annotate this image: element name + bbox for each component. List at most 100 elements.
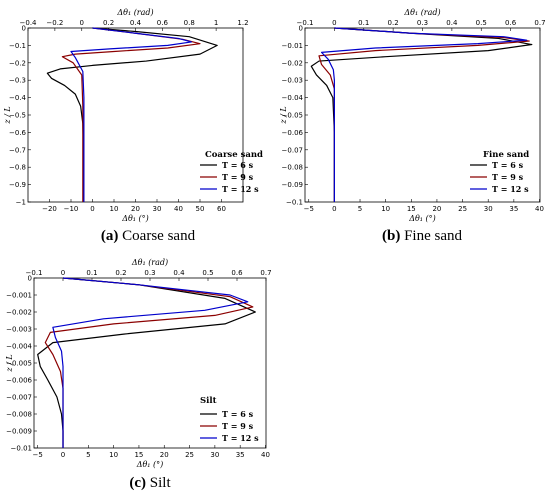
y-tick-label: −0.1 <box>9 42 26 50</box>
x2-tick-label: 0.3 <box>417 19 428 27</box>
y-tick-label: −0.009 <box>6 428 32 436</box>
x-tick-label: 20 <box>160 451 169 459</box>
y-tick-label: −1 <box>16 199 26 207</box>
y-tick-label: −0.7 <box>9 146 26 154</box>
x2-tick-label: 0.2 <box>103 19 114 27</box>
x-tick-label: 30 <box>210 451 219 459</box>
x2-tick-label: 0.5 <box>202 269 213 277</box>
x2-tick-label: 0.6 <box>231 269 243 277</box>
x-tick-label: 0 <box>332 205 336 213</box>
y-tick-label: −0.3 <box>9 77 26 85</box>
x2-tick-label: 0.4 <box>173 269 185 277</box>
x-tick-label: 30 <box>153 205 162 213</box>
x-tick-label: 15 <box>407 205 416 213</box>
series-line-3 <box>52 277 249 448</box>
x-axis-label: Δθ₁ (°) <box>136 460 164 469</box>
x-tick-label: 5 <box>86 451 90 459</box>
x-tick-label: 0 <box>61 451 65 459</box>
series-line-2 <box>61 27 201 202</box>
y-tick-label: −0.003 <box>6 326 32 334</box>
caption-text: Fine sand <box>404 228 462 244</box>
x2-tick-label: 1 <box>214 19 218 27</box>
y-tick-label: −0.6 <box>9 129 27 137</box>
x2-tick-label: 1.2 <box>237 19 248 27</box>
x2-tick-label: 0.1 <box>86 269 97 277</box>
y-tick-label: −0.002 <box>6 309 32 317</box>
y-tick-label: −0.2 <box>9 59 26 67</box>
y-tick-label: −0.006 <box>6 377 32 385</box>
x2-tick-label: 0.7 <box>534 19 545 27</box>
x2-tick-label: −0.1 <box>297 19 314 27</box>
x2-tick-label: 0 <box>80 19 84 27</box>
y-tick-label: −0.02 <box>282 59 303 67</box>
y-tick-label: −0.05 <box>282 112 303 120</box>
x2-tick-label: −0.2 <box>46 19 63 27</box>
series-line-2 <box>44 277 254 448</box>
y-tick-label: −0.01 <box>11 445 32 453</box>
caption-tag: (a) <box>101 228 122 244</box>
x2-tick-label: 0 <box>61 269 65 277</box>
x-tick-label: 20 <box>131 205 140 213</box>
x2-tick-label: 0.1 <box>358 19 369 27</box>
x2-tick-label: 0 <box>332 19 336 27</box>
y-tick-label: −0.01 <box>282 42 303 50</box>
soil-label: Silt <box>200 396 217 406</box>
y-tick-label: −0.03 <box>282 77 303 85</box>
x-tick-label: 35 <box>236 451 245 459</box>
legend-label: T = 9 s <box>492 172 524 182</box>
series-line-1 <box>310 27 533 202</box>
x-tick-label: 25 <box>458 205 467 213</box>
x2-axis-label: Δθ₁ (rad) <box>403 8 440 17</box>
x-tick-label: 0 <box>90 205 94 213</box>
plot-frame <box>27 27 244 203</box>
y-tick-label: −0.4 <box>9 94 27 102</box>
x-tick-label: 50 <box>196 205 205 213</box>
legend: T = 6 s T = 9 s T = 12 s <box>200 160 259 194</box>
y-tick-label: −0.007 <box>6 394 32 402</box>
y-tick-label: −0.004 <box>6 343 32 351</box>
x-axis-label: Δθ₁ (°) <box>408 214 436 223</box>
chart-panel-2: −5 0 5 10 15 20 25 30 35 40−0.1 0 0.1 0.2 0.3 0.4 0.5 0.… <box>279 8 546 244</box>
x-tick-label: 40 <box>174 205 183 213</box>
x2-tick-label: 0.4 <box>130 19 142 27</box>
legend-label: T = 12 s <box>222 433 259 443</box>
x2-tick-label: 0.2 <box>115 269 126 277</box>
chart-panel-1: −20 −10 0 10 20 30 40 50 60−0.4 −0.2 0 0.2 0.4 0.6 0.8… <box>3 8 263 244</box>
y-tick-label: 0 <box>22 25 26 33</box>
y-tick-label: −0.9 <box>9 181 26 189</box>
y-tick-label: −0.09 <box>282 181 303 189</box>
x-tick-label: −5 <box>304 205 314 213</box>
y-axis-label: z / L <box>3 106 12 124</box>
soil-label: Fine sand <box>483 150 529 160</box>
y-tick-label: −0.8 <box>9 164 26 172</box>
y-tick-label: −0.008 <box>6 411 32 419</box>
legend: T = 6 s T = 9 s T = 12 s <box>200 409 259 443</box>
x2-axis-label: Δθ₁ (rad) <box>116 8 153 17</box>
caption-tag: (c) <box>129 475 149 491</box>
y-tick-label: −0.001 <box>6 292 32 300</box>
legend-label: T = 9 s <box>222 172 254 182</box>
x2-tick-label: 0.8 <box>184 19 195 27</box>
x2-tick-label: 0.7 <box>260 269 271 277</box>
x2-axis-label: Δθ₁ (rad) <box>131 258 168 267</box>
caption-text: Silt <box>150 475 172 491</box>
y-axis-label: z / L <box>5 354 14 372</box>
chart-panel-3: −5 0 5 10 15 20 25 30 35 40−0.1 0 0.1 0.2 0.3 0.4 0.5 0.… <box>5 258 272 491</box>
legend-label: T = 9 s <box>222 421 254 431</box>
x2-tick-label: 0.2 <box>388 19 399 27</box>
x-tick-label: −5 <box>33 451 43 459</box>
y-tick-label: −0.5 <box>9 112 26 120</box>
panel-caption: (a) Coarse sand <box>101 228 196 244</box>
x2-tick-label: 0.5 <box>476 19 487 27</box>
x-tick-label: 5 <box>358 205 362 213</box>
x-tick-label: 20 <box>432 205 441 213</box>
legend-label: T = 12 s <box>492 184 529 194</box>
x-tick-label: −10 <box>64 205 79 213</box>
x2-tick-label: 0.6 <box>505 19 517 27</box>
y-tick-label: −0.08 <box>282 164 303 172</box>
x-tick-label: −20 <box>42 205 57 213</box>
x2-tick-label: −0.1 <box>26 269 43 277</box>
x2-tick-label: 0.4 <box>446 19 458 27</box>
x-tick-label: 10 <box>109 451 118 459</box>
y-axis-label: z / L <box>279 106 288 124</box>
